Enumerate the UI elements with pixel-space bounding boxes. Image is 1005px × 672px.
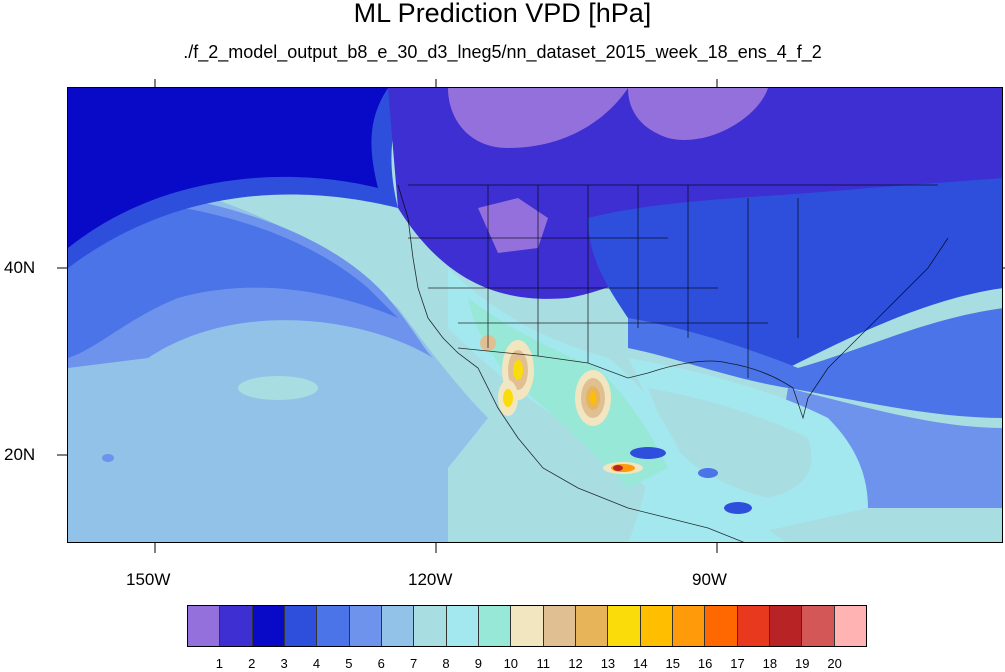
colorbar-swatch <box>737 606 770 646</box>
colorbar-swatch <box>478 606 512 646</box>
colorbar-swatch <box>511 606 544 646</box>
colorbar-swatch <box>802 606 835 646</box>
colorbar-swatch <box>349 606 382 646</box>
vpd-field <box>68 88 1002 542</box>
colorbar-swatch <box>769 606 803 646</box>
colorbar-label: 9 <box>474 656 483 671</box>
colorbar-label: 18 <box>762 656 778 671</box>
colorbar-label: 14 <box>633 656 648 671</box>
lat-label-20n: 20N <box>4 445 36 464</box>
colorbar-swatch <box>414 606 447 646</box>
colorbar-label: 13 <box>600 656 616 671</box>
colorbar-swatch <box>381 606 415 646</box>
colorbar-label: 16 <box>697 656 713 671</box>
map-subtitle: ./f_2_model_output_b8_e_30_d3_lneg5/nn_d… <box>183 42 822 62</box>
colorbar-swatch <box>220 606 253 646</box>
vpd-map <box>67 87 1003 543</box>
colorbar-label: 4 <box>312 656 321 671</box>
colorbar-label: 1 <box>215 656 223 671</box>
colorbar-swatch <box>834 606 866 646</box>
colorbar-label: 19 <box>795 656 810 671</box>
lat-label-40n: 40N <box>4 258 36 277</box>
map-title: ML Prediction VPD [hPa] <box>353 0 652 28</box>
lon-label-150w: 150W <box>126 570 171 589</box>
colorbar-swatch <box>608 606 641 646</box>
colorbar-label: 11 <box>536 656 550 671</box>
colorbar-label: 5 <box>345 656 353 671</box>
colorbar <box>187 605 867 647</box>
colorbar-swatch <box>543 606 576 646</box>
colorbar-swatch <box>317 606 350 646</box>
colorbar-label: 17 <box>730 656 745 671</box>
colorbar-swatch <box>672 606 706 646</box>
colorbar-label: 3 <box>280 656 288 671</box>
colorbar-swatch <box>446 606 479 646</box>
colorbar-swatch <box>188 606 221 646</box>
colorbar-swatch <box>640 606 673 646</box>
colorbar-label: 15 <box>665 656 680 671</box>
lon-label-90w: 90W <box>692 570 727 589</box>
colorbar-label: 12 <box>568 656 583 671</box>
colorbar-label: 7 <box>410 656 418 671</box>
colorbar-label: 2 <box>248 656 256 671</box>
colorbar-swatch <box>284 606 318 646</box>
colorbar-label: 20 <box>827 656 842 671</box>
colorbar-swatch <box>252 606 285 646</box>
colorbar-label: 6 <box>377 656 385 671</box>
colorbar-label: 10 <box>503 656 519 671</box>
colorbar-label: 8 <box>442 656 450 671</box>
colorbar-swatch <box>575 606 609 646</box>
colorbar-swatch <box>705 606 738 646</box>
lon-label-120w: 120W <box>408 570 453 589</box>
